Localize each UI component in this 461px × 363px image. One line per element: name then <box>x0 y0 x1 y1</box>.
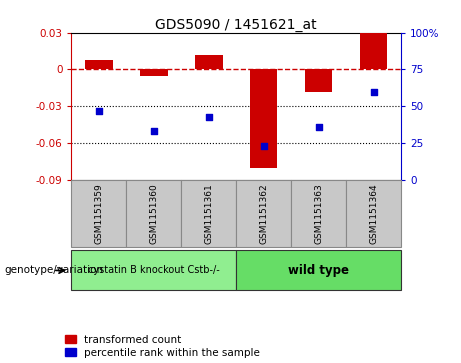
Text: genotype/variation: genotype/variation <box>5 265 104 276</box>
Bar <box>140 69 168 76</box>
Point <box>150 129 158 134</box>
Text: cystatin B knockout Cstb-/-: cystatin B knockout Cstb-/- <box>88 265 220 276</box>
Text: GSM1151364: GSM1151364 <box>369 183 378 244</box>
Text: wild type: wild type <box>288 264 349 277</box>
Bar <box>236 180 291 247</box>
Bar <box>250 69 278 168</box>
Text: GSM1151362: GSM1151362 <box>259 183 268 244</box>
Point <box>205 114 213 119</box>
Bar <box>181 180 236 247</box>
Text: GSM1151360: GSM1151360 <box>149 183 159 244</box>
Bar <box>346 180 401 247</box>
Title: GDS5090 / 1451621_at: GDS5090 / 1451621_at <box>155 18 317 32</box>
Bar <box>85 60 112 69</box>
Bar <box>360 33 387 69</box>
Text: GSM1151363: GSM1151363 <box>314 183 323 244</box>
Bar <box>126 180 181 247</box>
Point <box>95 108 103 114</box>
Legend: transformed count, percentile rank within the sample: transformed count, percentile rank withi… <box>65 335 260 358</box>
Bar <box>71 180 126 247</box>
Point <box>370 89 377 94</box>
Text: GSM1151361: GSM1151361 <box>204 183 213 244</box>
Point <box>260 143 267 149</box>
Bar <box>305 69 332 91</box>
Text: GSM1151359: GSM1151359 <box>95 183 103 244</box>
Bar <box>291 180 346 247</box>
Point <box>315 124 322 130</box>
Bar <box>195 55 223 69</box>
